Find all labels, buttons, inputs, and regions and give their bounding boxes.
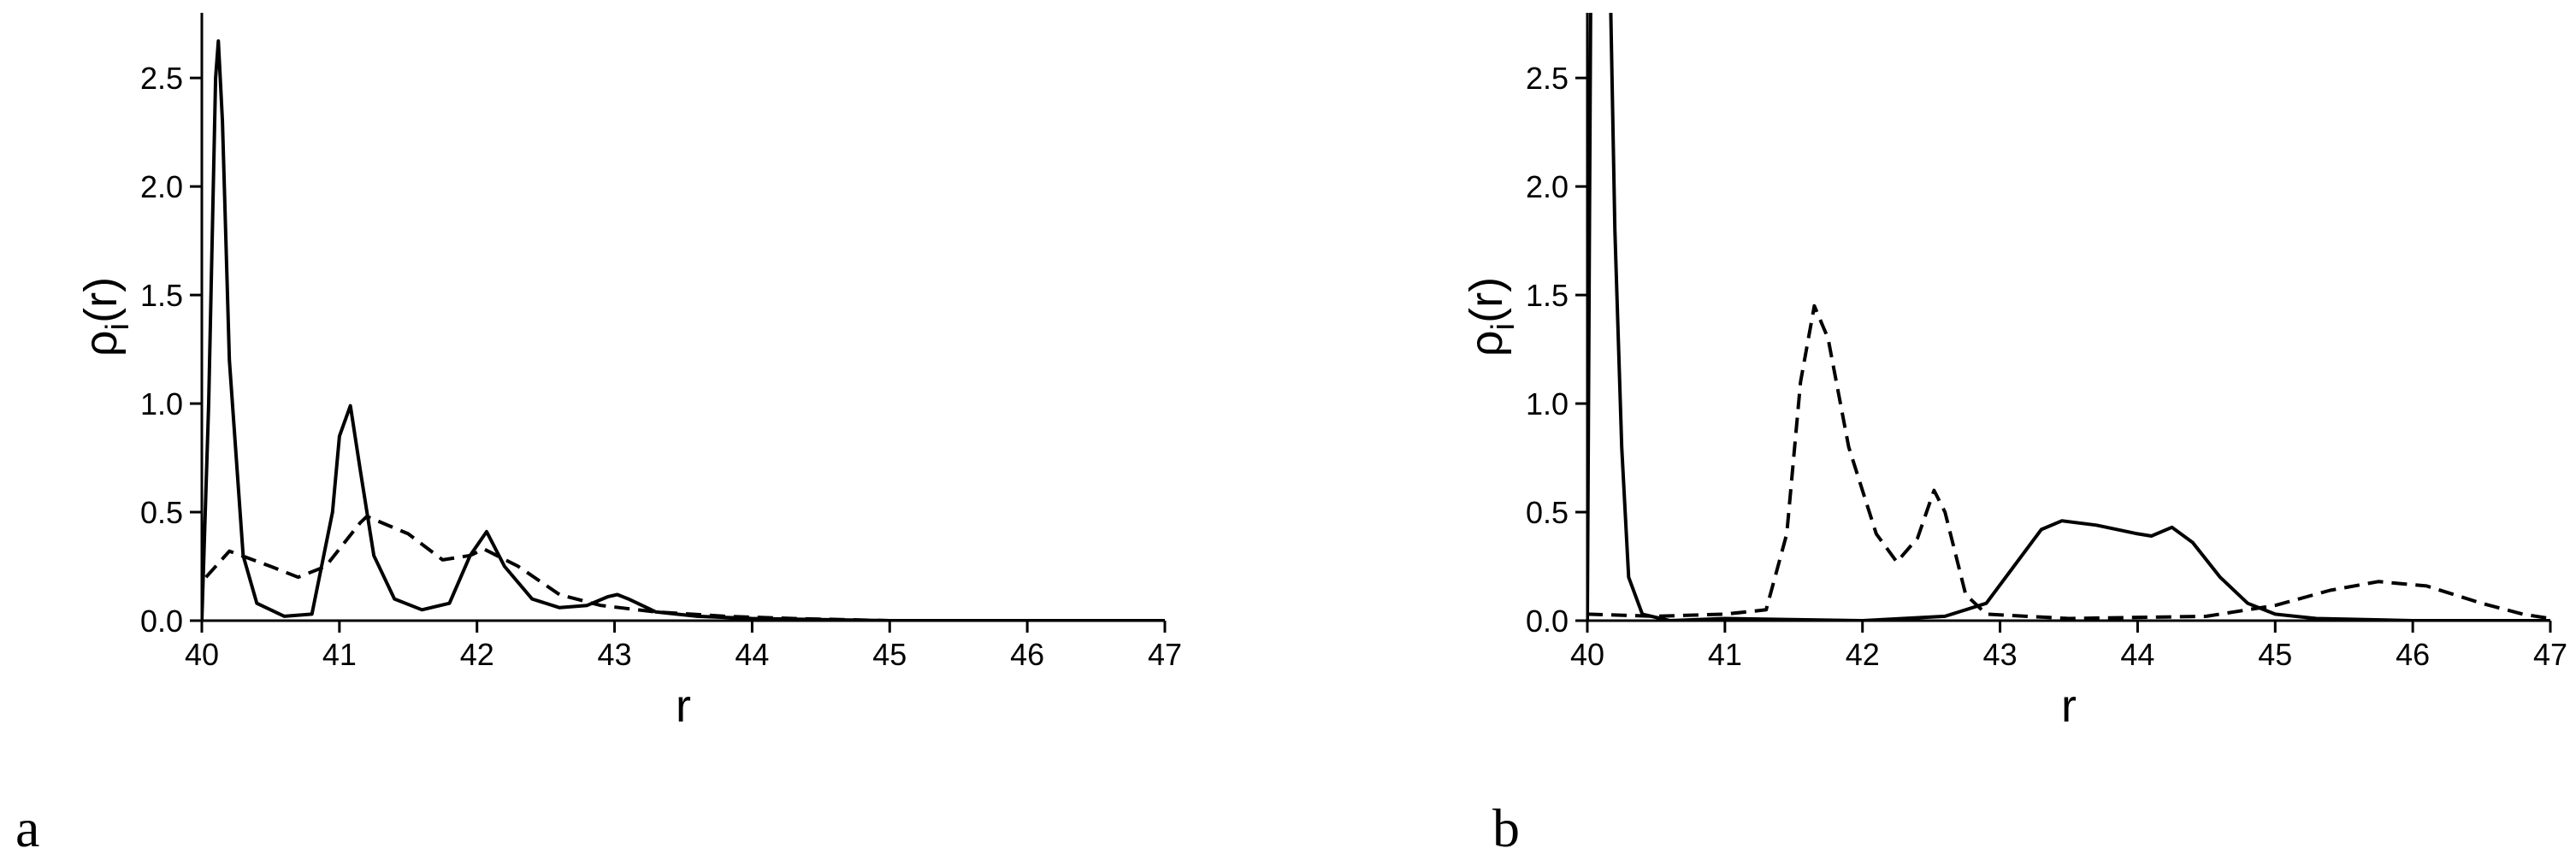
y-axis-label: ρi(r) <box>75 277 136 356</box>
y-tick-label: 1.0 <box>140 386 183 421</box>
y-axis-label-part: ρ <box>1461 330 1512 356</box>
y-tick-label: 0.0 <box>1526 604 1569 639</box>
panel: 0.0 0.5 1.0 1.5 2.0 2.5 40 41 42 43 44 45 46 47 r ρi(r)… <box>15 13 1182 858</box>
x-axis-label: r <box>676 680 691 732</box>
x-tick-label: 47 <box>1148 637 1182 672</box>
panel-label: b <box>1492 798 1520 858</box>
y-tick-label: 0.0 <box>140 604 183 639</box>
y-axis-label-part: (r) <box>1461 277 1512 323</box>
y-tick-label: 1.5 <box>1526 278 1569 313</box>
series-line <box>1587 13 2550 621</box>
x-tick-label: 47 <box>2533 637 2567 672</box>
x-tick-label: 40 <box>185 637 219 672</box>
x-tick-label: 46 <box>1010 637 1044 672</box>
series-line <box>204 515 1165 621</box>
x-tick-label: 44 <box>2120 637 2154 672</box>
x-tick-label: 40 <box>1570 637 1604 672</box>
x-tick-label: 43 <box>598 637 632 672</box>
y-axis-label-part: ρ <box>75 330 127 356</box>
x-axis-label: r <box>2061 680 2077 732</box>
x-tick-label: 41 <box>322 637 357 672</box>
x-tick-label: 42 <box>460 637 494 672</box>
y-tick-label: 0.5 <box>1526 495 1569 530</box>
y-tick-label: 1.5 <box>140 278 183 313</box>
y-tick-label: 2.5 <box>140 61 183 96</box>
x-tick-label: 45 <box>872 637 907 672</box>
x-tick-label: 46 <box>2396 637 2430 672</box>
x-tick-label: 42 <box>1846 637 1880 672</box>
y-tick-label: 0.5 <box>140 495 183 530</box>
plot-area <box>202 39 1165 621</box>
x-tick-label: 44 <box>735 637 769 672</box>
y-tick-label: 2.5 <box>1526 61 1569 96</box>
y-axis-label-part: (r) <box>75 277 127 323</box>
y-axis-label-part: i <box>1486 323 1521 330</box>
plot-area <box>1587 13 2550 621</box>
panel: 0.0 0.5 1.0 1.5 2.0 2.5 40 41 42 43 44 45 46 47 r ρi(r)… <box>1461 13 2567 858</box>
y-tick-label: 2.0 <box>1526 169 1569 204</box>
series-line <box>202 39 1165 621</box>
x-tick-label: 45 <box>2258 637 2292 672</box>
y-tick-label: 1.0 <box>1526 386 1569 421</box>
panel-label: a <box>15 798 39 858</box>
y-axis-label: ρi(r) <box>1461 277 1521 356</box>
x-tick-label: 41 <box>1708 637 1742 672</box>
y-tick-label: 2.0 <box>140 169 183 204</box>
series-line <box>1587 303 2550 621</box>
x-tick-label: 43 <box>1983 637 2018 672</box>
y-axis-label-part: i <box>100 323 136 330</box>
